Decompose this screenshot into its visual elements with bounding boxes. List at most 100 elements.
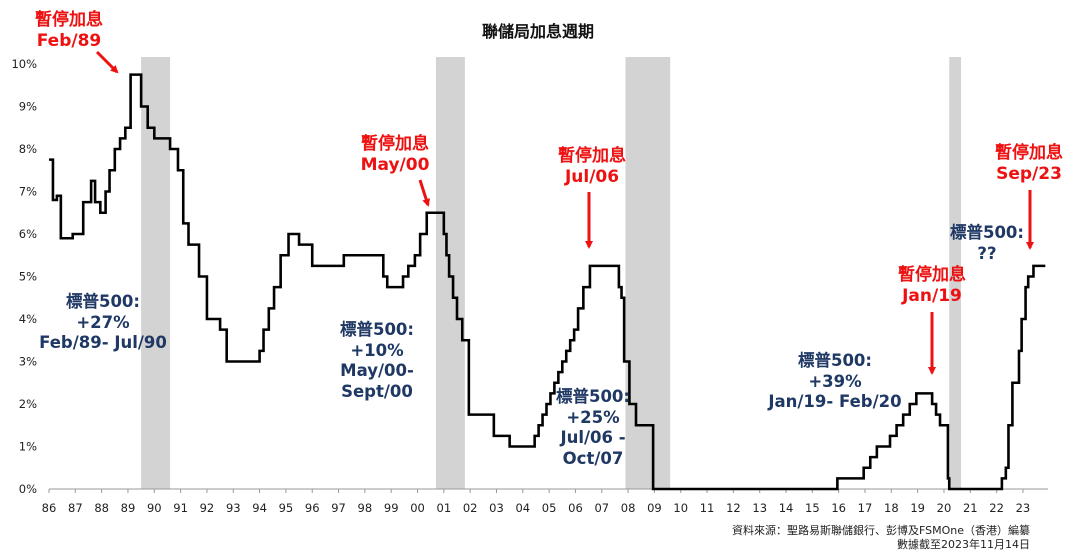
y-tick-label: 2% (19, 397, 37, 411)
pause-label: 暫停加息 (898, 265, 966, 285)
y-tick-label: 9% (19, 100, 37, 114)
x-tick-label: 14 (779, 501, 794, 515)
x-tick-label: 11 (700, 501, 715, 515)
source-note: 資料來源：聖路易斯聯儲銀行、彭博及FSMOne（香港）編纂 數據截至2023年1… (732, 524, 1030, 553)
x-tick-label: 96 (305, 501, 320, 515)
data-date-text: 數據截至2023年11月14日 (897, 538, 1030, 552)
sp500-label: 標普500: (65, 292, 141, 311)
sp500-return: +39% (808, 371, 862, 391)
sp500-label: 標普500: (555, 387, 631, 406)
sp500-period-start: Jul/06 - (560, 428, 626, 448)
y-tick-label: 7% (19, 185, 37, 199)
x-tick-label: 90 (147, 501, 162, 515)
x-tick-label: 02 (463, 501, 478, 515)
x-tick-label: 13 (752, 501, 767, 515)
x-tick-label: 92 (200, 501, 215, 515)
y-tick-label: 6% (19, 227, 37, 241)
x-tick-label: 15 (805, 501, 820, 515)
annotation-arrow (95, 50, 119, 74)
annotation-arrow (418, 179, 430, 207)
pause-label: 暫停加息 (558, 146, 626, 166)
pause-annotation-1989: 暫停加息 Feb/89 (14, 10, 124, 53)
y-tick-label: 3% (19, 355, 37, 369)
annotation-arrows (95, 50, 1034, 375)
axes: 0% 1% 2% 3% 4% 5% 6% 7% 8% 9% 10% 86 87 88 89 90 91 92 93 9… (11, 57, 1048, 515)
x-tick-label: 08 (621, 501, 636, 515)
x-tick-label: 07 (594, 501, 609, 515)
x-tick-label: 09 (647, 501, 662, 515)
x-tick-label: 06 (568, 501, 583, 515)
sp500-label: 標普500: (339, 320, 415, 339)
y-tick-label: 10% (11, 57, 37, 71)
recession-band (625, 57, 671, 489)
pause-annotation-2023: 暫停加息 Sep/23 (979, 143, 1076, 186)
sp500-return: ?? (977, 243, 997, 263)
x-tick-label: 12 (726, 501, 741, 515)
sp500-period-end: Oct/07 (562, 448, 624, 468)
recession-shading (141, 57, 962, 489)
pause-date: Jul/06 (564, 167, 620, 188)
sp500-annotation-2006: 標普500: +25% Jul/06 - Oct/07 (533, 387, 653, 470)
x-tick-label: 16 (831, 501, 846, 515)
x-tick-label: 95 (279, 501, 294, 515)
pause-annotation-2006: 暫停加息 Jul/06 (537, 146, 647, 189)
x-tick-label: 99 (384, 501, 399, 515)
pause-label: 暫停加息 (995, 143, 1063, 163)
x-tick-label: 10 (673, 501, 688, 515)
x-tick-label: 18 (884, 501, 899, 515)
sp500-label: 標普500: (949, 223, 1025, 242)
x-tick-label: 94 (252, 501, 267, 515)
x-tick-label: 04 (515, 501, 530, 515)
y-tick-label: 8% (19, 142, 37, 156)
recession-band (949, 57, 962, 489)
sp500-annotation-2000: 標普500: +10% May/00- Sept/00 (317, 320, 437, 403)
x-tick-label: 98 (358, 501, 373, 515)
x-tick-label: 86 (42, 501, 57, 515)
x-tick-label: 20 (937, 501, 952, 515)
pause-annotation-2000: 暫停加息 May/00 (340, 134, 450, 177)
x-tick-label: 03 (489, 501, 504, 515)
x-tick-label: 21 (963, 501, 978, 515)
recession-band (141, 57, 171, 489)
sp500-period-end: Sept/00 (341, 381, 413, 401)
y-tick-label: 4% (19, 312, 37, 326)
x-tick-label: 00 (410, 501, 425, 515)
sp500-annotation-1989: 標普500: +27% Feb/89- Jul/90 (28, 292, 178, 354)
y-tick-label: 0% (19, 482, 37, 496)
x-tick-label: 17 (858, 501, 873, 515)
x-tick-label: 19 (910, 501, 925, 515)
x-tick-label: 01 (437, 501, 452, 515)
sp500-annotation-2019: 標普500: +39% Jan/19- Feb/20 (752, 351, 918, 413)
pause-label: 暫停加息 (361, 134, 429, 154)
sp500-period-start: May/00- (340, 361, 414, 381)
fed-funds-rate-line (49, 73, 1046, 491)
pause-annotation-2019: 暫停加息 Jan/19 (877, 265, 987, 308)
x-tick-label: 93 (226, 501, 241, 515)
y-tick-label: 5% (19, 270, 37, 284)
x-tick-label: 23 (1016, 501, 1031, 515)
x-tick-label: 05 (542, 501, 557, 515)
sp500-period: Jan/19- Feb/20 (768, 392, 902, 412)
chart-title: 聯儲局加息週期 (481, 22, 594, 41)
rate-series (49, 73, 1046, 491)
pause-date: May/00 (360, 155, 430, 176)
x-tick-label: 87 (68, 501, 83, 515)
sp500-annotation-2023: 標普500: ?? (932, 223, 1042, 264)
sp500-return: +10% (350, 340, 404, 360)
x-tick-label: 22 (989, 501, 1004, 515)
pause-date: Feb/89 (36, 31, 102, 52)
pause-date: Sep/23 (996, 164, 1062, 185)
sp500-return: +27% (76, 312, 130, 332)
sp500-period: Feb/89- Jul/90 (39, 333, 167, 353)
pause-label: 暫停加息 (35, 10, 103, 30)
x-tick-label: 89 (121, 501, 136, 515)
recession-band (435, 57, 465, 489)
source-text: 資料來源：聖路易斯聯儲銀行、彭博及FSMOne（香港）編纂 (731, 524, 1030, 537)
x-tick-label: 88 (94, 501, 109, 515)
x-tick-label: 97 (331, 501, 346, 515)
sp500-label: 標普500: (797, 351, 873, 370)
y-tick-label: 1% (19, 440, 37, 454)
x-tick-label: 91 (173, 501, 188, 515)
pause-date: Jan/19 (902, 286, 962, 307)
